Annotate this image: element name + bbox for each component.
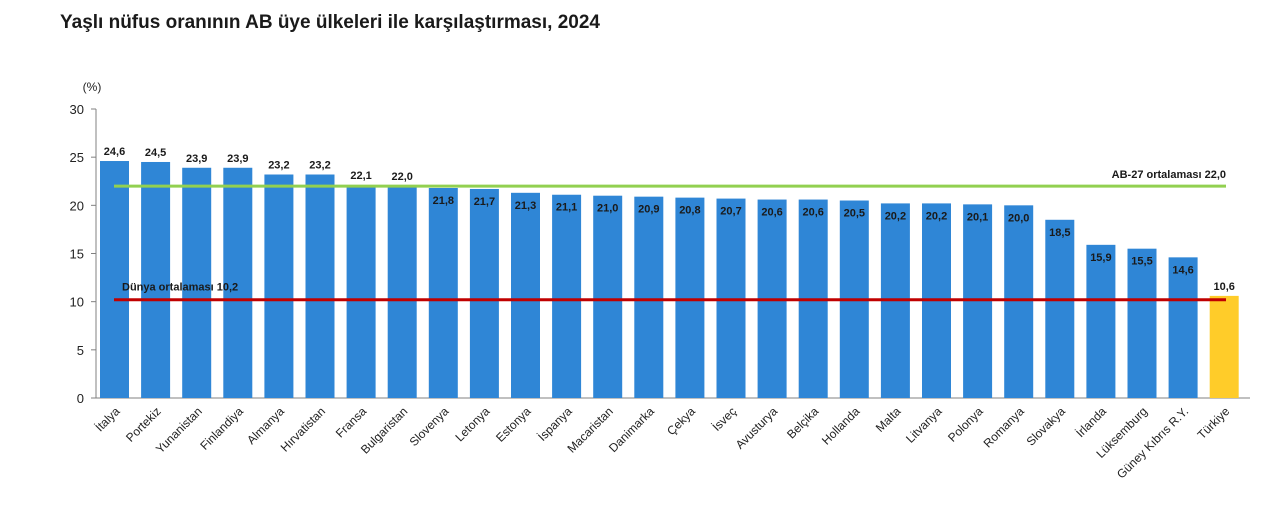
bar (1045, 219, 1075, 398)
y-tick-label: 25 (70, 150, 84, 165)
y-unit-label: (%) (83, 80, 102, 94)
bar (346, 185, 376, 398)
bar (264, 174, 294, 398)
bar (1168, 257, 1198, 398)
data-label: 23,9 (227, 153, 248, 165)
x-tick-label: Hırvatistan (278, 404, 328, 454)
y-tick-label: 20 (70, 198, 84, 213)
data-label: 24,5 (145, 147, 166, 159)
data-label: 22,0 (391, 171, 412, 183)
data-label: 20,2 (926, 210, 947, 222)
x-tick-label: İrlanda (1073, 404, 1109, 440)
eu-average-label: AB-27 ortalaması 22,0 (1112, 169, 1226, 181)
x-tick-label: Slovakya (1024, 404, 1069, 449)
data-label: 20,5 (844, 208, 865, 220)
bar (593, 195, 623, 398)
data-label: 23,2 (309, 160, 330, 172)
data-label: 15,5 (1131, 256, 1152, 268)
bar (1209, 295, 1239, 398)
data-label: 10,6 (1213, 281, 1234, 293)
data-label: 21,1 (556, 202, 577, 214)
data-label: 24,6 (104, 146, 125, 158)
bar (1086, 244, 1116, 398)
bar (100, 161, 129, 398)
x-tick-label: Çekya (664, 404, 698, 438)
data-label: 15,9 (1090, 252, 1111, 264)
data-label: 20,0 (1008, 212, 1029, 224)
bar (552, 194, 582, 398)
bar (634, 196, 664, 398)
data-label: 21,0 (597, 203, 618, 215)
data-label: 18,5 (1049, 227, 1070, 239)
y-tick-label: 5 (77, 343, 84, 358)
x-tick-label: Romanya (981, 404, 1027, 450)
bar (305, 174, 335, 398)
x-tick-label: Portekiz (123, 404, 164, 445)
data-label: 14,6 (1172, 264, 1193, 276)
bar (1004, 205, 1034, 398)
x-tick-label: Belçika (784, 404, 821, 441)
bar (387, 186, 417, 398)
data-label: 21,8 (433, 195, 454, 207)
x-tick-label: İspanya (535, 404, 575, 444)
bar (675, 197, 705, 398)
data-label: 20,8 (679, 205, 700, 217)
y-tick-label: 0 (77, 391, 84, 406)
data-label: 20,1 (967, 211, 988, 223)
chart-title: Yaşlı nüfus oranının AB üye ülkeleri ile… (60, 12, 600, 33)
y-tick-label: 10 (70, 295, 84, 310)
bar (469, 188, 499, 398)
x-tick-label: Slovenya (407, 404, 452, 449)
x-tick-label: İsveç (709, 404, 739, 434)
x-tick-label: Danimarka (606, 404, 657, 455)
data-label: 21,3 (515, 200, 536, 212)
bar (511, 192, 540, 398)
data-label: 21,7 (474, 196, 495, 208)
x-tick-label: Türkiye (1195, 404, 1233, 442)
x-tick-label: Hollanda (819, 404, 863, 448)
data-label: 20,6 (761, 207, 782, 219)
y-tick-label: 15 (70, 247, 84, 262)
bar (182, 167, 212, 398)
y-tick-label: 30 (70, 102, 84, 117)
data-label: 20,7 (720, 206, 741, 218)
bar (141, 161, 171, 398)
x-tick-label: Estonya (493, 404, 534, 445)
data-label: 23,9 (186, 153, 207, 165)
data-label: 20,9 (638, 204, 659, 216)
data-label: 20,2 (885, 210, 906, 222)
x-tick-label: Güney Kıbrıs R.Y. (1114, 404, 1191, 481)
bar (428, 187, 458, 398)
data-label: 22,1 (350, 170, 371, 182)
x-tick-label: Polonya (945, 404, 986, 445)
x-tick-label: Finlandiya (197, 404, 246, 453)
x-tick-label: Fransa (333, 404, 370, 441)
data-label: 23,2 (268, 160, 289, 172)
world-average-label: Dünya ortalaması 10,2 (122, 282, 238, 294)
x-tick-label: Litvanya (903, 404, 945, 446)
bar (223, 167, 253, 398)
x-tick-label: Malta (873, 404, 904, 435)
data-label: 20,6 (802, 207, 823, 219)
x-tick-label: İtalya (92, 404, 122, 434)
x-tick-label: Avusturya (733, 404, 781, 452)
bar (1127, 248, 1157, 398)
x-tick-label: Letonya (452, 404, 492, 444)
